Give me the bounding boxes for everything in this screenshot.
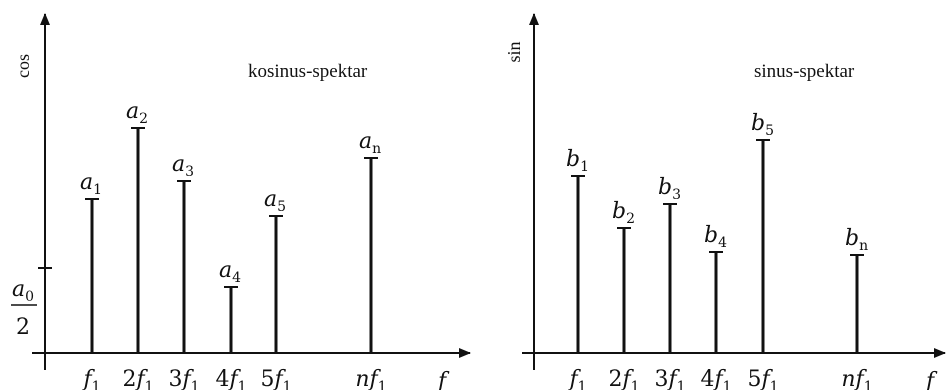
cos-line-a2-label: a2	[126, 99, 148, 127]
cos-panel-title: kosinus-spektar	[248, 61, 368, 82]
dc-term-numerator: a0	[12, 277, 34, 305]
sin-tick-label-4f1: 4f1	[700, 367, 731, 390]
cos-line-an-label: an	[359, 129, 381, 157]
cos-line-a5-label: a5	[264, 187, 286, 215]
sin-y-axis-label: sin	[504, 41, 524, 62]
cos-spectral-lines: a1 a2 a3 a4 a5 an	[80, 99, 381, 353]
cos-frequency-ticks: f1 2f1 3f1 4f1 5f1 nf1	[81, 367, 386, 390]
cos-dc-term: a0 2	[11, 267, 52, 340]
sin-tick-label-1f1: f1	[567, 367, 586, 390]
sin-line-b4-label: b4	[704, 223, 727, 251]
sin-line-b1-label: b1	[566, 147, 589, 175]
sin-panel-title: sinus-spektar	[754, 61, 855, 82]
cos-tick-label-2f1: 2f1	[122, 367, 153, 390]
cos-line-a1-label: a1	[80, 170, 102, 198]
cos-y-axis-label: cos	[13, 54, 33, 78]
sin-line-b5-label: b5	[751, 111, 774, 139]
sin-line-b2-label: b2	[612, 199, 635, 227]
sin-tick-label-3f1: 3f1	[654, 367, 685, 390]
sin-frequency-ticks: f1 2f1 3f1 4f1 5f1 nf1	[567, 367, 872, 390]
cos-line-a3-label: a3	[172, 152, 194, 180]
cos-tick-label-5f1: 5f1	[260, 367, 291, 390]
sin-tick-label-2f1: 2f1	[608, 367, 639, 390]
cos-tick-label-nf1: nf1	[355, 367, 386, 390]
cosine-spectrum-panel: cos kosinus-spektar f a0 2 a1a2a3a4a5an …	[11, 13, 471, 390]
sine-spectrum-panel: sin sinus-spektar f b1 b2 b3 b4 b5 bn f1 2f1 3f…	[504, 13, 946, 390]
cos-line-a4-label: a4	[219, 258, 241, 286]
sin-line-bn-label: bn	[845, 226, 868, 254]
dc-term-denominator: 2	[16, 315, 30, 340]
cos-tick-label-4f1: 4f1	[215, 367, 246, 390]
cos-tick-label-1f1: f1	[81, 367, 100, 390]
sin-spectral-lines: b1 b2 b3 b4 b5 bn	[566, 111, 868, 353]
sin-line-b3-label: b3	[658, 175, 681, 203]
sin-x-axis-symbol: f	[924, 369, 938, 390]
sin-tick-label-5f1: 5f1	[747, 367, 778, 390]
sin-tick-label-nf1: nf1	[841, 367, 872, 390]
cos-tick-label-3f1: 3f1	[168, 367, 199, 390]
cos-x-axis-symbol: f	[436, 369, 450, 390]
